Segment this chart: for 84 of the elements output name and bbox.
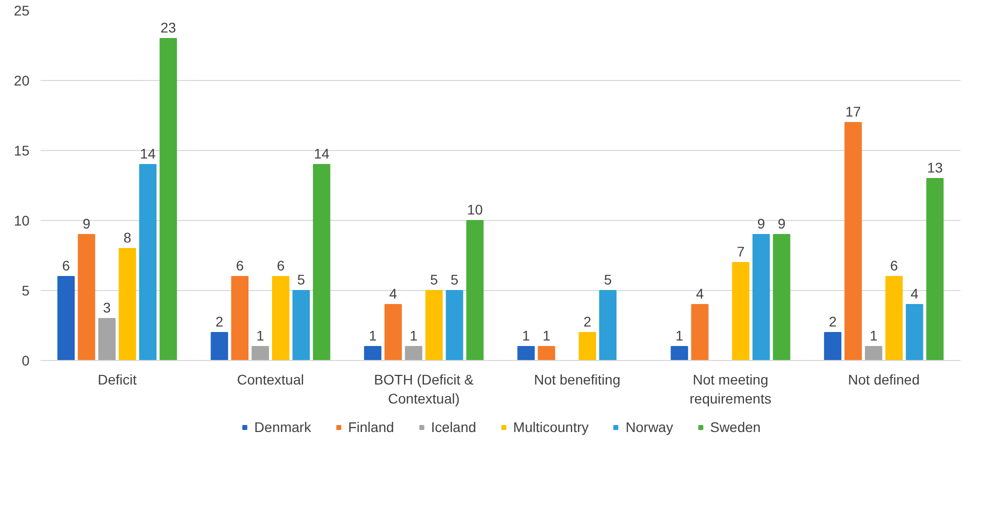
data-label: 23 xyxy=(160,20,176,36)
legend-label: Norway xyxy=(626,419,674,435)
x-tick-label: BOTH (Deficit & Contextual) xyxy=(374,372,474,407)
bar xyxy=(292,290,310,360)
x-tick-label: Not meeting requirements xyxy=(690,372,772,407)
bar xyxy=(78,234,96,360)
data-label: 4 xyxy=(696,286,704,302)
y-tick-label: 5 xyxy=(22,282,30,298)
bar xyxy=(210,332,228,360)
bar xyxy=(599,290,617,360)
data-label: 10 xyxy=(467,202,483,218)
bar xyxy=(691,304,709,360)
data-label: 7 xyxy=(736,244,745,260)
y-tick-label: 25 xyxy=(14,2,30,18)
data-label: 5 xyxy=(450,272,459,288)
bar xyxy=(160,38,177,360)
data-label: 1 xyxy=(410,328,418,344)
data-label: 5 xyxy=(297,272,306,288)
bar xyxy=(906,304,924,360)
bar xyxy=(772,234,790,360)
bar xyxy=(231,276,249,360)
data-label: 9 xyxy=(778,216,786,232)
data-label: 4 xyxy=(389,286,398,302)
data-label: 17 xyxy=(845,104,862,120)
bar xyxy=(517,346,535,360)
data-label: 9 xyxy=(757,216,766,232)
data-label: 13 xyxy=(927,160,943,176)
y-tick-label: 0 xyxy=(22,352,30,368)
bar xyxy=(139,164,157,360)
data-label: 6 xyxy=(62,258,70,274)
x-tick-label: Deficit xyxy=(98,372,137,388)
data-label: 6 xyxy=(236,258,244,274)
x-tick-label: Not defined xyxy=(848,372,920,388)
bar xyxy=(844,122,862,360)
data-label: 5 xyxy=(604,272,612,288)
legend-label: Finland xyxy=(348,419,394,435)
data-label: 4 xyxy=(910,286,919,302)
legend-label: Sweden xyxy=(710,419,761,435)
y-tick-label: 20 xyxy=(14,72,30,88)
bar xyxy=(752,234,770,360)
data-label: 1 xyxy=(256,328,264,344)
data-label: 2 xyxy=(828,314,837,330)
bar xyxy=(425,290,443,360)
bar xyxy=(446,290,464,360)
data-label: 14 xyxy=(314,146,330,162)
data-label: 3 xyxy=(103,300,112,316)
bar xyxy=(384,304,402,360)
data-label: 2 xyxy=(215,314,224,330)
x-tick-label: Contextual xyxy=(237,372,304,388)
x-tick-label: Not benefiting xyxy=(534,372,620,388)
legend-label: Multicountry xyxy=(513,419,589,435)
bar xyxy=(57,276,75,360)
bar xyxy=(926,178,944,360)
data-label: 14 xyxy=(140,146,156,162)
data-label: 9 xyxy=(82,216,91,232)
bar xyxy=(578,332,596,360)
bar xyxy=(252,346,269,360)
bar xyxy=(670,346,688,360)
y-tick-label: 15 xyxy=(14,142,30,158)
data-label: 1 xyxy=(675,328,684,344)
data-label: 5 xyxy=(430,272,438,288)
legend-label: Iceland xyxy=(431,419,476,435)
data-label: 1 xyxy=(870,328,878,344)
data-label: 8 xyxy=(123,230,132,246)
data-label: 6 xyxy=(276,258,285,274)
bar xyxy=(824,332,842,360)
data-label: 1 xyxy=(542,328,551,344)
bar xyxy=(364,346,382,360)
bar xyxy=(466,220,484,360)
bar xyxy=(885,276,903,360)
bar xyxy=(272,276,290,360)
data-label: 2 xyxy=(583,314,592,330)
data-label: 1 xyxy=(522,328,530,344)
bar xyxy=(404,346,422,360)
bar xyxy=(732,262,750,360)
bar xyxy=(864,346,882,360)
bar xyxy=(98,318,116,360)
data-label: 6 xyxy=(890,258,898,274)
data-label: 1 xyxy=(368,328,377,344)
bar xyxy=(538,346,556,360)
bar xyxy=(312,164,330,360)
y-tick-label: 10 xyxy=(14,212,30,228)
legend-label: Denmark xyxy=(254,419,312,435)
bar xyxy=(118,248,136,360)
